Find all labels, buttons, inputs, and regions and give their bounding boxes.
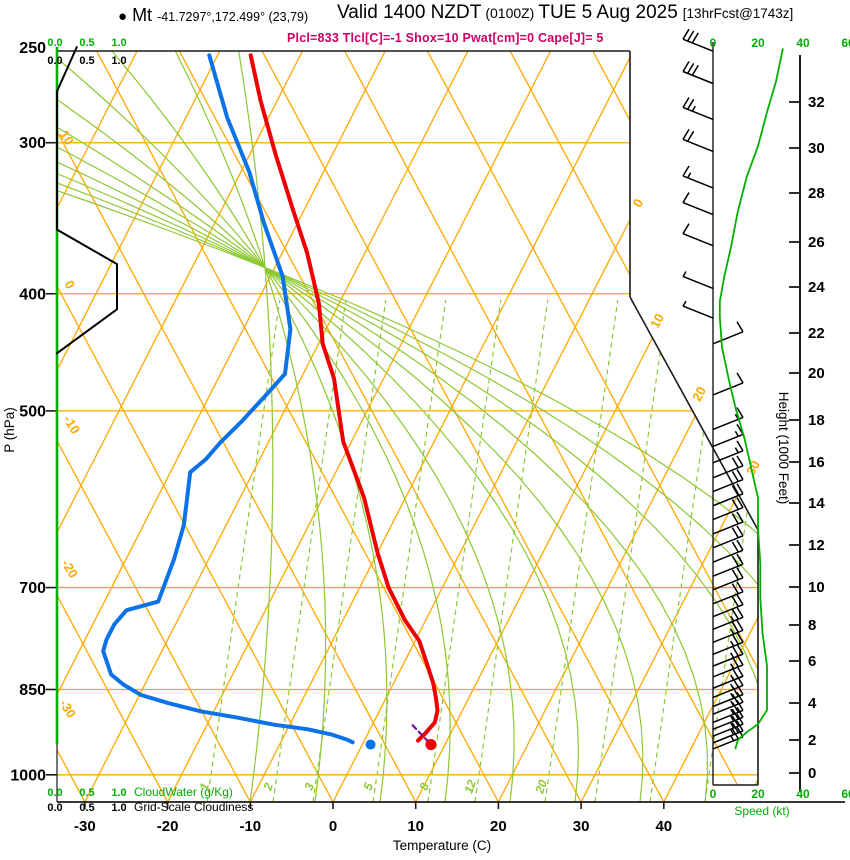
- svg-text:700: 700: [19, 580, 46, 597]
- wind-barb-column: [682, 28, 744, 785]
- svg-text:20: 20: [490, 818, 507, 835]
- sounding-parameters: Plcl=833 Tlcl[C]=-1 Shox=10 Pwat[cm]=0 C…: [287, 31, 604, 45]
- svg-text:0.0: 0.0: [47, 787, 62, 799]
- svg-text:250: 250: [19, 40, 46, 57]
- svg-text:Speed (kt): Speed (kt): [734, 804, 789, 818]
- svg-text:1.0: 1.0: [111, 55, 126, 67]
- svg-text:0: 0: [710, 787, 717, 801]
- svg-text:10: 10: [808, 579, 825, 596]
- svg-text:1: 1: [197, 781, 213, 792]
- wind-speed-curve: [718, 48, 784, 750]
- svg-text:18: 18: [808, 412, 825, 429]
- svg-text:0: 0: [808, 765, 816, 782]
- svg-text:0.0: 0.0: [47, 37, 62, 49]
- dewpoint-curve: [101, 53, 355, 745]
- svg-text:0: 0: [710, 36, 717, 50]
- svg-text:1.0: 1.0: [111, 787, 126, 799]
- svg-text:850: 850: [19, 682, 46, 699]
- svg-text:8: 8: [808, 617, 816, 634]
- svg-text:12: 12: [461, 778, 479, 796]
- svg-text:14: 14: [808, 495, 825, 512]
- valid-time-label: Valid 1400 NZDT: [337, 2, 482, 23]
- svg-text:P (hPa): P (hPa): [2, 407, 17, 453]
- svg-text:10: 10: [57, 128, 77, 148]
- svg-text:-10: -10: [60, 413, 83, 437]
- svg-text:0.5: 0.5: [79, 37, 94, 49]
- svg-text:60: 60: [841, 36, 850, 50]
- station-header: ● Mt -41.7297°,172.499° (23,79): [118, 5, 308, 26]
- svg-text:0: 0: [62, 278, 79, 292]
- svg-text:-10: -10: [239, 818, 261, 835]
- cloud-profiles: [55, 46, 118, 744]
- svg-text:10: 10: [407, 818, 424, 835]
- svg-text:28: 28: [808, 185, 825, 202]
- svg-text:20: 20: [751, 787, 765, 801]
- parcel-path-dashed: [411, 724, 431, 745]
- svg-text:3: 3: [302, 781, 318, 792]
- svg-text:5: 5: [361, 781, 377, 792]
- svg-text:6: 6: [808, 653, 816, 670]
- svg-text:40: 40: [796, 787, 810, 801]
- svg-text:30: 30: [573, 818, 590, 835]
- svg-text:26: 26: [808, 234, 825, 251]
- svg-text:0: 0: [630, 196, 647, 209]
- chart-title: Valid 1400 NZDT (0100Z) TUE 5 Aug 2025 […: [337, 2, 793, 24]
- svg-text:0: 0: [329, 818, 337, 835]
- svg-text:-20: -20: [157, 818, 179, 835]
- station-coordinates: -41.7297°,172.499° (23,79): [157, 10, 309, 24]
- svg-text:Temperature (C): Temperature (C): [393, 838, 491, 853]
- svg-text:40: 40: [655, 818, 672, 835]
- svg-text:Height (1000 Feet): Height (1000 Feet): [776, 392, 791, 505]
- svg-text:0.5: 0.5: [79, 55, 94, 67]
- station-name: Mt: [132, 5, 153, 25]
- forecast-run-label: [13hrFcst@1743z]: [682, 6, 794, 21]
- svg-text:0.0: 0.0: [47, 55, 62, 67]
- svg-text:20: 20: [751, 36, 765, 50]
- svg-text:1000: 1000: [10, 767, 46, 784]
- svg-text:CloudWater (g/Kg): CloudWater (g/Kg): [134, 785, 233, 799]
- svg-text:2: 2: [808, 732, 816, 749]
- skewt-grid: [57, 51, 758, 802]
- svg-text:8: 8: [417, 781, 433, 792]
- svg-text:0.5: 0.5: [79, 787, 94, 799]
- temperature-curve: [248, 53, 440, 743]
- svg-text:12: 12: [808, 537, 825, 554]
- svg-text:0.0: 0.0: [47, 802, 62, 814]
- svg-text:500: 500: [19, 403, 46, 420]
- svg-text:10: 10: [647, 311, 667, 331]
- svg-text:24: 24: [808, 279, 825, 296]
- svg-text:1.0: 1.0: [111, 802, 126, 814]
- svg-text:22: 22: [808, 325, 825, 342]
- svg-text:20: 20: [532, 778, 550, 797]
- svg-text:32: 32: [808, 94, 825, 111]
- svg-text:300: 300: [19, 135, 46, 152]
- station-dot-icon: ●: [118, 8, 128, 25]
- svg-text:20: 20: [808, 365, 825, 382]
- svg-text:4: 4: [808, 695, 817, 712]
- svg-text:400: 400: [19, 286, 46, 303]
- surface-dots: [365, 739, 437, 751]
- svg-text:20: 20: [689, 384, 709, 404]
- svg-text:1.0: 1.0: [111, 37, 126, 49]
- svg-text:30: 30: [808, 140, 825, 157]
- svg-text:2: 2: [260, 781, 276, 793]
- svg-text:0.5: 0.5: [79, 802, 94, 814]
- svg-text:-30: -30: [74, 818, 96, 835]
- svg-text:-30: -30: [56, 697, 79, 721]
- svg-text:30: 30: [743, 458, 763, 478]
- svg-text:-20: -20: [58, 557, 81, 581]
- svg-text:16: 16: [808, 454, 825, 471]
- plot-frame: [46, 50, 845, 809]
- svg-text:60: 60: [841, 787, 850, 801]
- valid-date-label: TUE 5 Aug 2025: [538, 2, 678, 23]
- svg-text:Grid-Scale Cloudiness: Grid-Scale Cloudiness: [134, 800, 253, 814]
- utc-time-label: (0100Z): [485, 5, 535, 21]
- svg-text:40: 40: [796, 36, 810, 50]
